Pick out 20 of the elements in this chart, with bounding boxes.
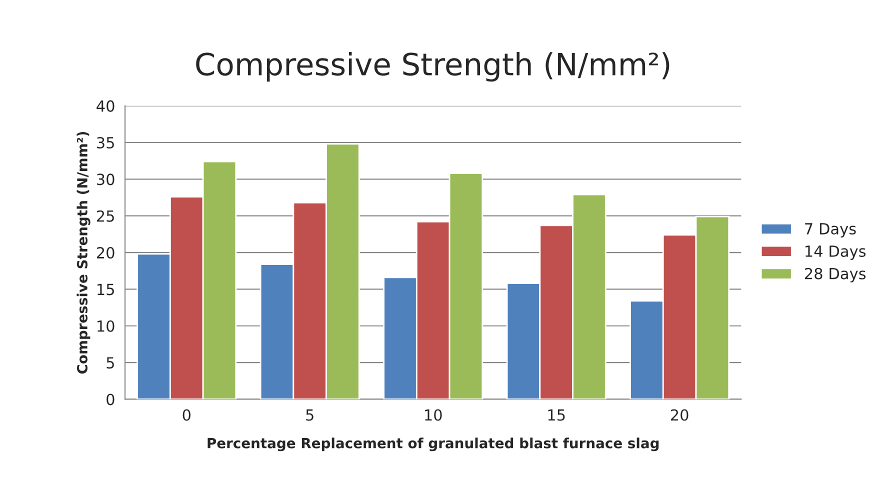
y-tick-label: 25 [96,210,114,222]
legend-label: 7 Days [805,223,856,238]
y-tick-label: 5 [106,357,114,369]
y-tick-label: 15 [98,284,114,296]
x-axis-title: Percentage Replacement of granulated blast furnace slag [208,438,659,452]
x-tick-label: 15 [548,409,565,421]
y-tick-label: 40 [96,100,114,112]
x-tick-label: 20 [670,409,688,421]
y-tick-label: 10 [98,320,114,332]
y-axis-title: Compressive Strength (N/mm²) [76,132,90,374]
y-tick-label: 0 [106,394,114,406]
y-tick-label: 30 [97,174,114,186]
chart-title: Compressive Strength (N/mm²) [196,52,670,82]
legend-label: 28 Days [805,268,866,282]
y-tick-label: 20 [96,246,114,259]
legend-label: 14 Days [806,246,866,260]
x-tick-label: 10 [425,409,442,421]
x-tick-label: 0 [182,409,190,421]
y-tick-label: 35 [97,136,114,149]
x-tick-label: 5 [306,409,314,421]
